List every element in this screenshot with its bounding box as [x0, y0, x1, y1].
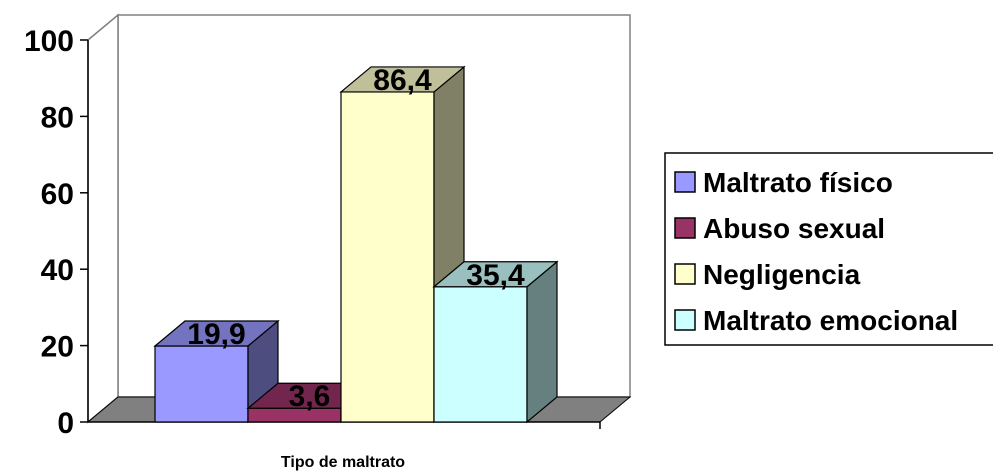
y-tick-label-0: 0 [57, 407, 74, 440]
data-labels: 19,9 3,6 86,4 35,4 [187, 64, 525, 413]
bar-front [154, 345, 249, 423]
y-tick-label-20: 20 [41, 331, 74, 364]
legend-label: Negligencia [703, 259, 861, 290]
bar-maltrato-emocional [432, 260, 559, 424]
bar-top [432, 261, 559, 288]
legend-swatch [674, 263, 696, 285]
legend-label: Maltrato físico [703, 167, 893, 198]
legend-swatch [674, 309, 696, 331]
y-tick-label-40: 40 [41, 254, 74, 287]
legend-swatch [674, 171, 696, 193]
legend-label: Maltrato emocional [703, 305, 958, 336]
bar-top [153, 320, 280, 347]
legend: Maltrato físico Abuso sexual Negligencia Ma… [664, 152, 993, 346]
legend-label: Abuso sexual [703, 213, 885, 244]
y-tick-label-60: 60 [41, 178, 74, 211]
bar-top [339, 66, 466, 93]
data-label-4: 35,4 [466, 259, 525, 292]
legend-item-2: Abuso sexual [674, 213, 885, 244]
legend-item-1: Maltrato físico [674, 167, 893, 198]
y-tick-label-80: 80 [41, 101, 74, 134]
data-label-2: 3,6 [289, 380, 331, 413]
bars [153, 65, 559, 424]
bar-front [340, 91, 435, 423]
legend-item-4: Maltrato emocional [674, 305, 958, 336]
x-axis-label: Tipo de maltrato [281, 454, 405, 471]
side-wall [87, 13, 119, 424]
data-label-3: 86,4 [373, 64, 432, 97]
bar-side [526, 260, 558, 424]
data-label-1: 19,9 [187, 318, 245, 351]
bar-front [433, 286, 528, 423]
legend-item-3: Negligencia [674, 259, 861, 290]
y-tick-label-100: 100 [24, 25, 74, 58]
legend-swatch [674, 217, 696, 239]
legend-box [664, 152, 993, 346]
